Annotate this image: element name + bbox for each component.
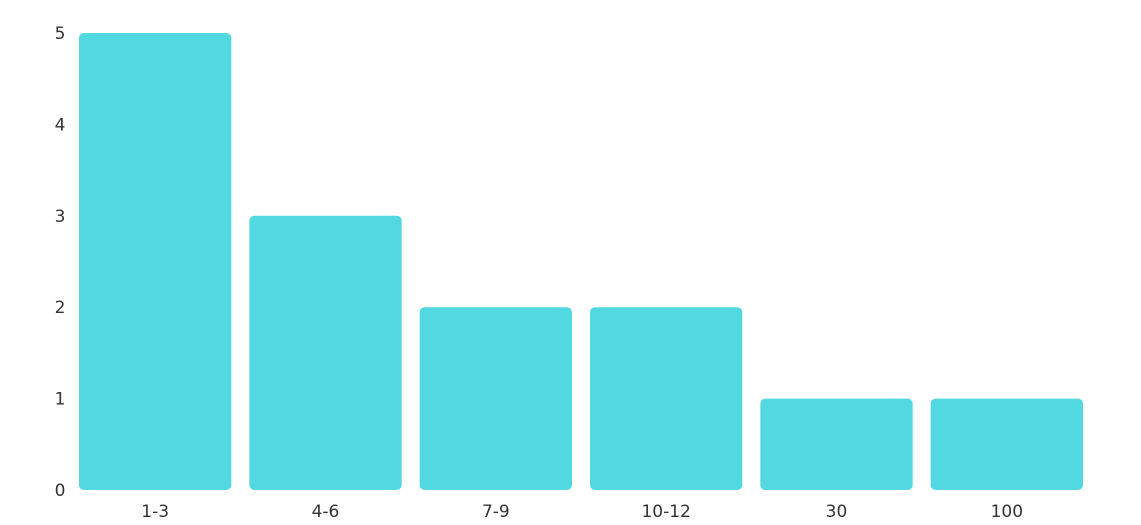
y-axis-ticks: 0 1 2 3 4 5 <box>55 24 66 501</box>
x-tick-label: 4-6 <box>312 502 340 522</box>
x-tick-label: 7-9 <box>482 502 510 522</box>
bar <box>79 33 232 490</box>
y-tick-label: 3 <box>55 207 66 227</box>
y-tick-label: 0 <box>55 481 66 501</box>
x-tick-label: 100 <box>991 502 1023 522</box>
bar <box>590 307 743 490</box>
y-tick-label: 5 <box>55 24 66 44</box>
bar <box>419 307 572 490</box>
bar <box>930 398 1083 490</box>
y-tick-label: 2 <box>55 298 66 318</box>
x-tick-label: 30 <box>826 502 848 522</box>
y-tick-label: 4 <box>55 115 66 135</box>
y-tick-label: 1 <box>55 390 66 410</box>
x-axis-ticks: 1-3 4-6 7-9 10-12 30 100 <box>141 502 1023 522</box>
x-tick-label: 10-12 <box>641 502 690 522</box>
bar <box>249 215 402 491</box>
x-tick-label: 1-3 <box>141 502 169 522</box>
bar-series <box>79 33 1083 491</box>
bar <box>760 398 913 490</box>
